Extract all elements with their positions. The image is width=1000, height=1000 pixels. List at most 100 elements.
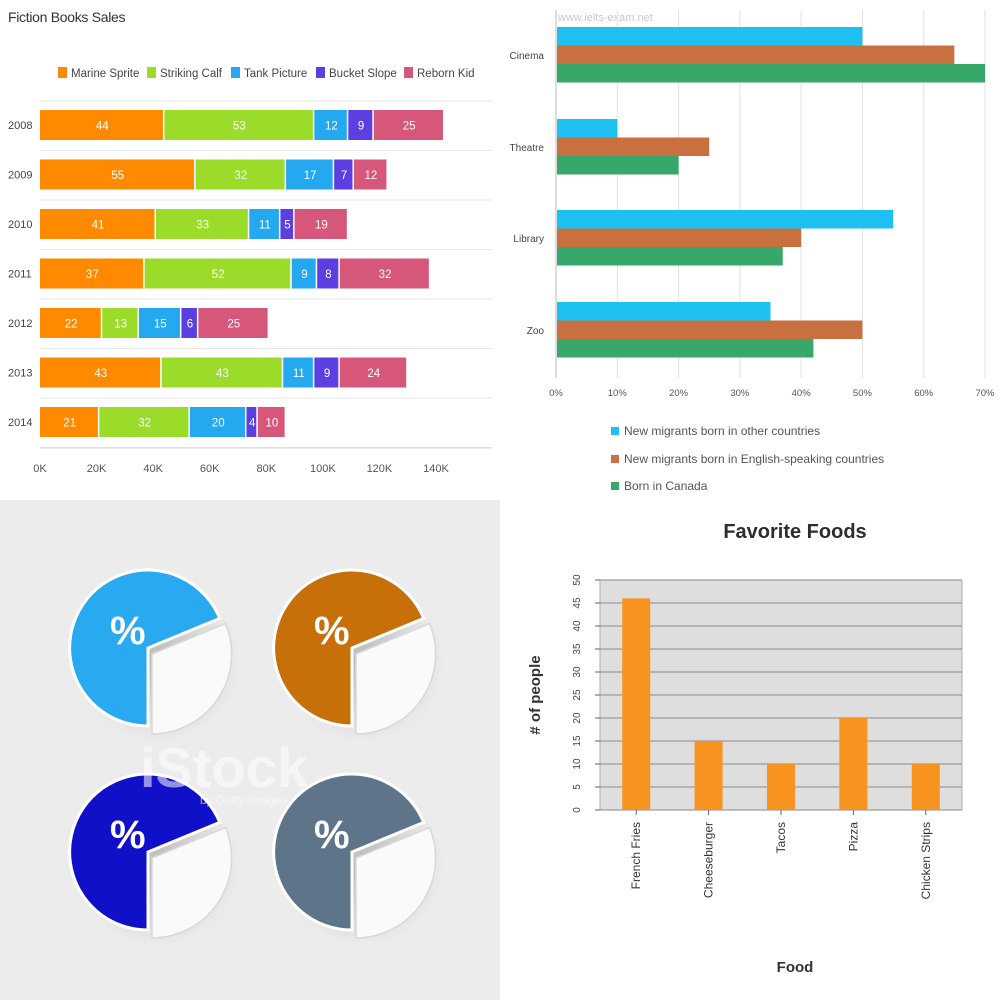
bar-2008-striking-calf <box>164 110 313 140</box>
bar-library-new-migrants-born-in-english-speaking-countries <box>557 228 802 247</box>
x-tick-label: 20K <box>87 463 107 475</box>
x-tick-label: 0K <box>33 463 47 475</box>
x-tick-label: 10% <box>608 388 628 399</box>
watermark-subtext: by Getty Images <box>200 793 287 807</box>
pie-icon-1: % <box>68 568 240 742</box>
bar-2011-reborn-kid <box>339 258 429 289</box>
x-tick-label: 100K <box>310 463 336 475</box>
migrants-activities-chart: www.ielts-exam.net Cinema Theatre Library Zo… <box>510 10 995 493</box>
bar-value-label: 32 <box>379 269 392 281</box>
fiction-books-sales-chart: Fiction Books Sales Marine Sprite Striking… <box>8 9 492 475</box>
category-label-library: Library <box>513 234 544 245</box>
legend-label-born-in-canada: Born in Canada <box>624 479 708 493</box>
pie-icon-3: % <box>68 772 240 946</box>
row-label-2014: 2014 <box>8 417 32 429</box>
x-tick-label: 60K <box>200 463 220 475</box>
bar-cheeseburger <box>694 741 723 810</box>
legend-swatch-striking-calf <box>147 67 156 78</box>
row-label-2009: 2009 <box>8 170 32 182</box>
bar-chicken-strips <box>911 764 940 810</box>
bar-value-label: 9 <box>301 269 307 281</box>
bar-library-born-in-canada <box>557 247 783 266</box>
y-axis-title: # of people <box>527 655 544 734</box>
y-tick-label: 25 <box>572 689 583 701</box>
bar-tacos <box>767 764 795 810</box>
chart-title: Fiction Books Sales <box>8 9 126 25</box>
y-tick-label: 30 <box>572 666 583 678</box>
bar-value-label: 21 <box>63 418 76 430</box>
bar-value-label: 52 <box>212 269 225 281</box>
watermark-text: iStock <box>140 736 309 799</box>
bar-value-label: 8 <box>325 269 331 281</box>
favorite-foods-chart: Favorite Foods 0 5 10 15 20 25 30 35 40 45 50 French… <box>527 521 963 976</box>
bar-value-label: 6 <box>187 319 193 331</box>
category-label-theatre: Theatre <box>510 143 545 154</box>
legend-label-new-migrants-born-in-english-speaking-countries: New migrants born in English-speaking co… <box>624 452 884 466</box>
pie-slice <box>151 826 233 939</box>
bar-value-label: 44 <box>96 121 109 133</box>
bar-2014-tank-picture <box>189 407 245 437</box>
bar-value-label: 20 <box>212 418 225 430</box>
bar-2012-striking-calf <box>102 308 138 338</box>
bar-2012-reborn-kid <box>198 308 268 338</box>
y-tick-label: 5 <box>572 784 583 790</box>
row-label-2010: 2010 <box>8 219 32 231</box>
x-tick-label: 70% <box>975 388 995 399</box>
bar-2012-marine-sprite <box>40 308 101 338</box>
y-tick-label: 35 <box>572 643 583 655</box>
y-tick-label: 40 <box>572 620 583 632</box>
legend-swatch-marine-sprite <box>58 67 67 78</box>
bar-value-label: 25 <box>227 319 240 331</box>
bar-2008-bucket-slope <box>348 110 373 140</box>
bar-2008-tank-picture <box>314 110 347 140</box>
percent-symbol: % <box>110 609 146 653</box>
x-tick-label: 80K <box>256 463 276 475</box>
legend-swatch-born-in-canada <box>611 482 619 490</box>
legend-label-tank-picture: Tank Picture <box>244 68 307 80</box>
bar-value-label: 15 <box>154 319 167 331</box>
bar-2013-bucket-slope <box>314 357 339 388</box>
bar-value-label: 9 <box>358 121 364 133</box>
bar-2014-marine-sprite <box>40 407 98 437</box>
x-tick-label: 50% <box>853 388 873 399</box>
x-tick-label: 140K <box>423 463 449 475</box>
x-tick-label: 40% <box>792 388 812 399</box>
x-tick-label: Chicken Strips <box>919 822 933 899</box>
bar-value-label: 12 <box>365 170 378 182</box>
bar-value-label: 32 <box>138 418 151 430</box>
legend-label-new-migrants-born-in-other-countries: New migrants born in other countries <box>624 424 820 438</box>
bar-zoo-new-migrants-born-in-other-countries <box>557 302 771 321</box>
bar-value-label: 17 <box>304 170 317 182</box>
row-label-2012: 2012 <box>8 318 32 330</box>
row-label-2008: 2008 <box>8 120 32 132</box>
y-tick-label: 20 <box>572 712 583 724</box>
bar-theatre-born-in-canada <box>557 156 679 175</box>
legend-label-reborn-kid: Reborn Kid <box>417 68 475 80</box>
bar-2009-reborn-kid <box>353 159 387 190</box>
bar-2011-striking-calf <box>144 258 291 289</box>
legend-swatch-reborn-kid <box>404 67 413 78</box>
legend-label-marine-sprite: Marine Sprite <box>71 68 139 80</box>
pie-body <box>68 772 222 932</box>
bar-value-label: 37 <box>86 269 99 281</box>
bar-2009-striking-calf <box>195 159 285 190</box>
bar-2010-reborn-kid <box>294 209 347 239</box>
percent-symbol: % <box>314 609 350 653</box>
fiction-books-sales-panel: Fiction Books Sales Marine Sprite Striking… <box>0 0 500 500</box>
x-tick-label: 120K <box>367 463 393 475</box>
bar-value-label: 43 <box>94 368 107 380</box>
bar-2009-bucket-slope <box>334 159 353 190</box>
bar-value-label: 5 <box>284 220 290 232</box>
bar-2008-marine-sprite <box>40 110 163 140</box>
bar-2010-bucket-slope <box>280 209 294 239</box>
x-tick-label: Pizza <box>846 822 860 852</box>
bar-2011-bucket-slope <box>317 258 339 289</box>
bar-value-label: 41 <box>92 220 105 232</box>
row-label-2013: 2013 <box>8 368 32 380</box>
x-tick-label: 60% <box>914 388 934 399</box>
pie-icon-4: % <box>272 772 444 946</box>
bar-2010-tank-picture <box>249 209 279 239</box>
pie-icons-panel: %%%% iStock by Getty Images <box>0 500 500 1000</box>
bar-theatre-new-migrants-born-in-english-speaking-countries <box>557 137 710 156</box>
legend-label-striking-calf: Striking Calf <box>160 68 223 80</box>
